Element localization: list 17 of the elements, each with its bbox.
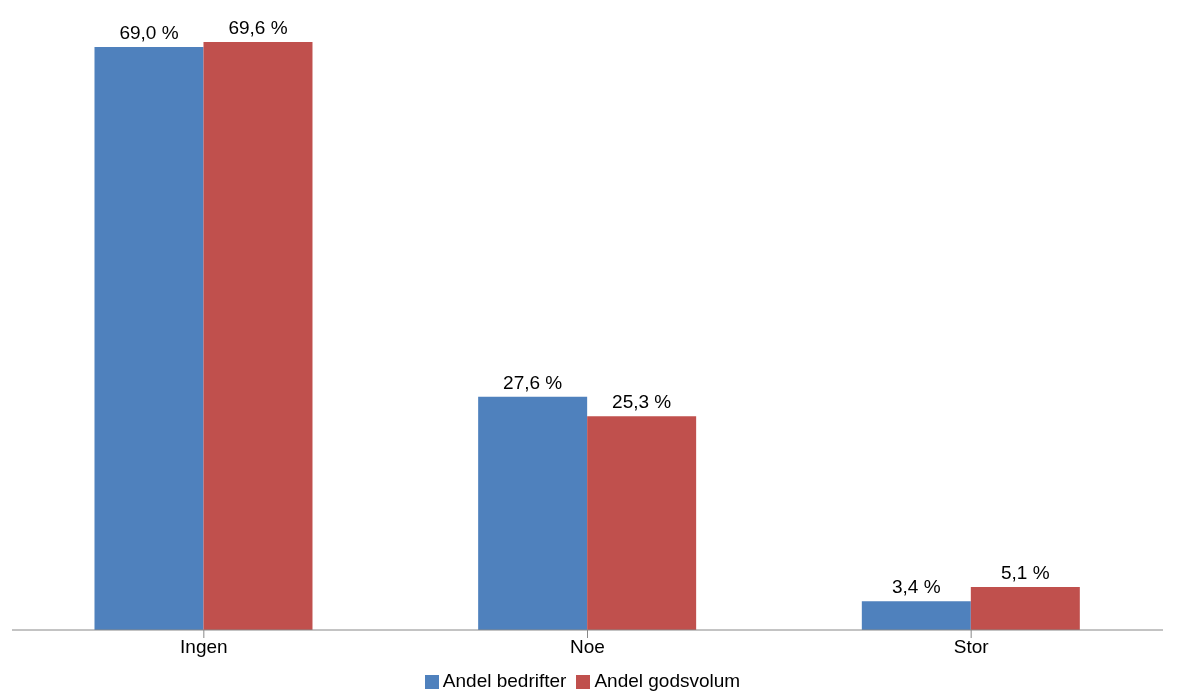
legend-label: Andel bedrifter xyxy=(442,670,567,691)
data-label: 69,6 % xyxy=(228,17,288,38)
bar xyxy=(94,47,204,630)
data-label: 3,4 % xyxy=(892,576,941,598)
bar xyxy=(203,42,313,630)
bar xyxy=(587,416,697,630)
data-label: 69,0 % xyxy=(119,22,179,44)
data-label: 27,6 % xyxy=(503,371,563,393)
bar xyxy=(478,396,588,630)
bar xyxy=(861,601,971,630)
x-tick-label: Noe xyxy=(570,636,605,658)
legend-label: Andel godsvolum xyxy=(594,670,741,691)
data-label: 25,3 % xyxy=(612,391,672,413)
data-label: 5,1 % xyxy=(1001,561,1050,583)
bar xyxy=(970,586,1080,630)
x-tick-label: Stor xyxy=(953,636,990,658)
x-tick-label: Ingen xyxy=(180,636,228,658)
